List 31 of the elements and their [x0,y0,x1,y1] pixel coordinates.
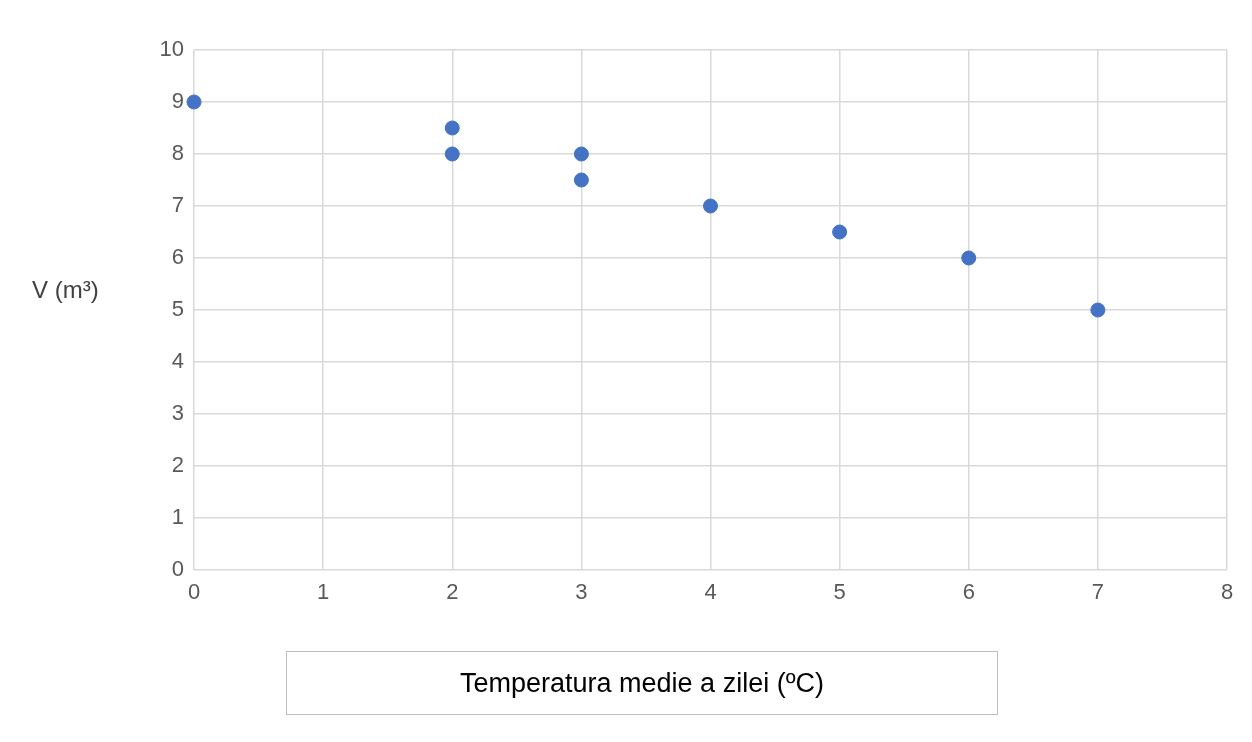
y-tick-label: 8 [171,140,184,166]
point [573,146,589,162]
x-axis-title: Temperatura medie a zilei (ºC) [286,651,998,715]
x-tick-label: 8 [1220,579,1234,605]
x-tick-label: 2 [446,579,459,605]
point [961,250,977,266]
point [444,146,460,162]
point [444,120,460,136]
y-tick-label: 5 [171,296,184,322]
point [832,224,848,240]
y-tick-label: 2 [171,452,184,478]
y-tick-label: 7 [171,192,184,218]
point [703,198,718,214]
x-tick-label: 6 [962,579,975,605]
x-tick-label: 4 [704,579,717,605]
point [186,94,202,110]
y-tick-label: 6 [171,244,184,270]
x-tick-label: 5 [833,579,846,605]
point [573,172,589,188]
point [1090,302,1106,318]
x-tick-label: 3 [575,579,588,605]
x-tick-label: 7 [1091,579,1104,605]
y-tick-label: 9 [171,88,184,114]
y-tick-label: 4 [171,348,184,374]
y-tick-label: 3 [171,400,184,426]
x-tick-label: 1 [317,579,330,605]
y-tick-label: 0 [171,556,184,582]
y-axis-title: V (m³) [32,276,99,304]
y-tick-label: 10 [159,36,184,62]
x-tick-label: 0 [187,579,201,605]
y-tick-label: 1 [171,504,184,530]
